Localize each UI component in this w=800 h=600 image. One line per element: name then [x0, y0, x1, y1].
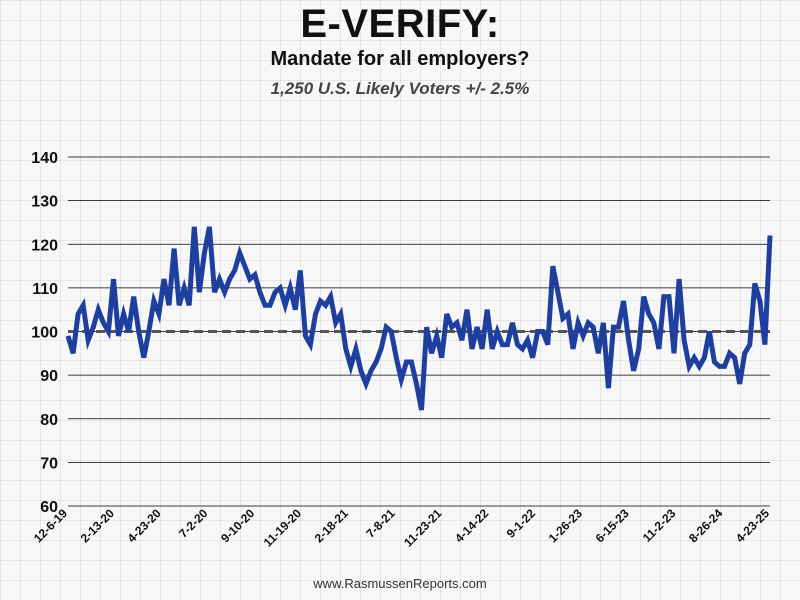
y-tick-label: 130 — [31, 194, 58, 211]
y-tick-label: 110 — [32, 281, 58, 298]
x-tick-label: 9-1-22 — [504, 506, 539, 541]
x-tick-label: 8-26-24 — [686, 506, 725, 545]
source-link[interactable]: www.RasmussenReports.com — [313, 576, 487, 591]
y-tick-label: 60 — [40, 499, 58, 516]
x-tick-label: 7-8-21 — [363, 506, 398, 541]
series-line — [65, 226, 773, 411]
y-axis: 60 70 80 90 100 110 120 130 140 — [31, 150, 58, 516]
series-layer — [65, 226, 773, 411]
x-tick-label: 9-10-20 — [218, 506, 257, 545]
x-tick-label: 4-23-25 — [733, 506, 772, 545]
x-tick-label: 4-23-20 — [125, 506, 164, 545]
y-tick-label: 120 — [31, 237, 58, 254]
x-tick-label: 11-23-21 — [401, 506, 445, 550]
chart-title: E-VERIFY: — [300, 2, 500, 46]
sample-note: 1,250 U.S. Likely Voters +/- 2.5% — [270, 79, 530, 98]
x-tick-label: 11-2-23 — [640, 506, 679, 545]
x-tick-label: 2-13-20 — [78, 506, 117, 545]
y-tick-label: 80 — [40, 412, 58, 429]
chart-subtitle: Mandate for all employers? — [270, 48, 530, 70]
y-tick-label: 140 — [31, 150, 58, 167]
x-axis: 12-6-19 2-13-20 4-23-20 7-2-20 9-10-20 11-19-… — [31, 506, 772, 550]
y-tick-label: 100 — [31, 325, 58, 342]
x-tick-label: 7-2-20 — [176, 506, 211, 541]
y-tick-label: 70 — [40, 455, 58, 472]
y-tick-label: 90 — [40, 368, 58, 385]
x-tick-label: 11-19-20 — [261, 506, 305, 550]
x-tick-label: 2-18-21 — [312, 506, 351, 545]
x-tick-label: 4-14-22 — [452, 506, 491, 545]
x-tick-label: 1-26-23 — [546, 506, 585, 545]
x-tick-label: 6-15-23 — [593, 506, 632, 545]
